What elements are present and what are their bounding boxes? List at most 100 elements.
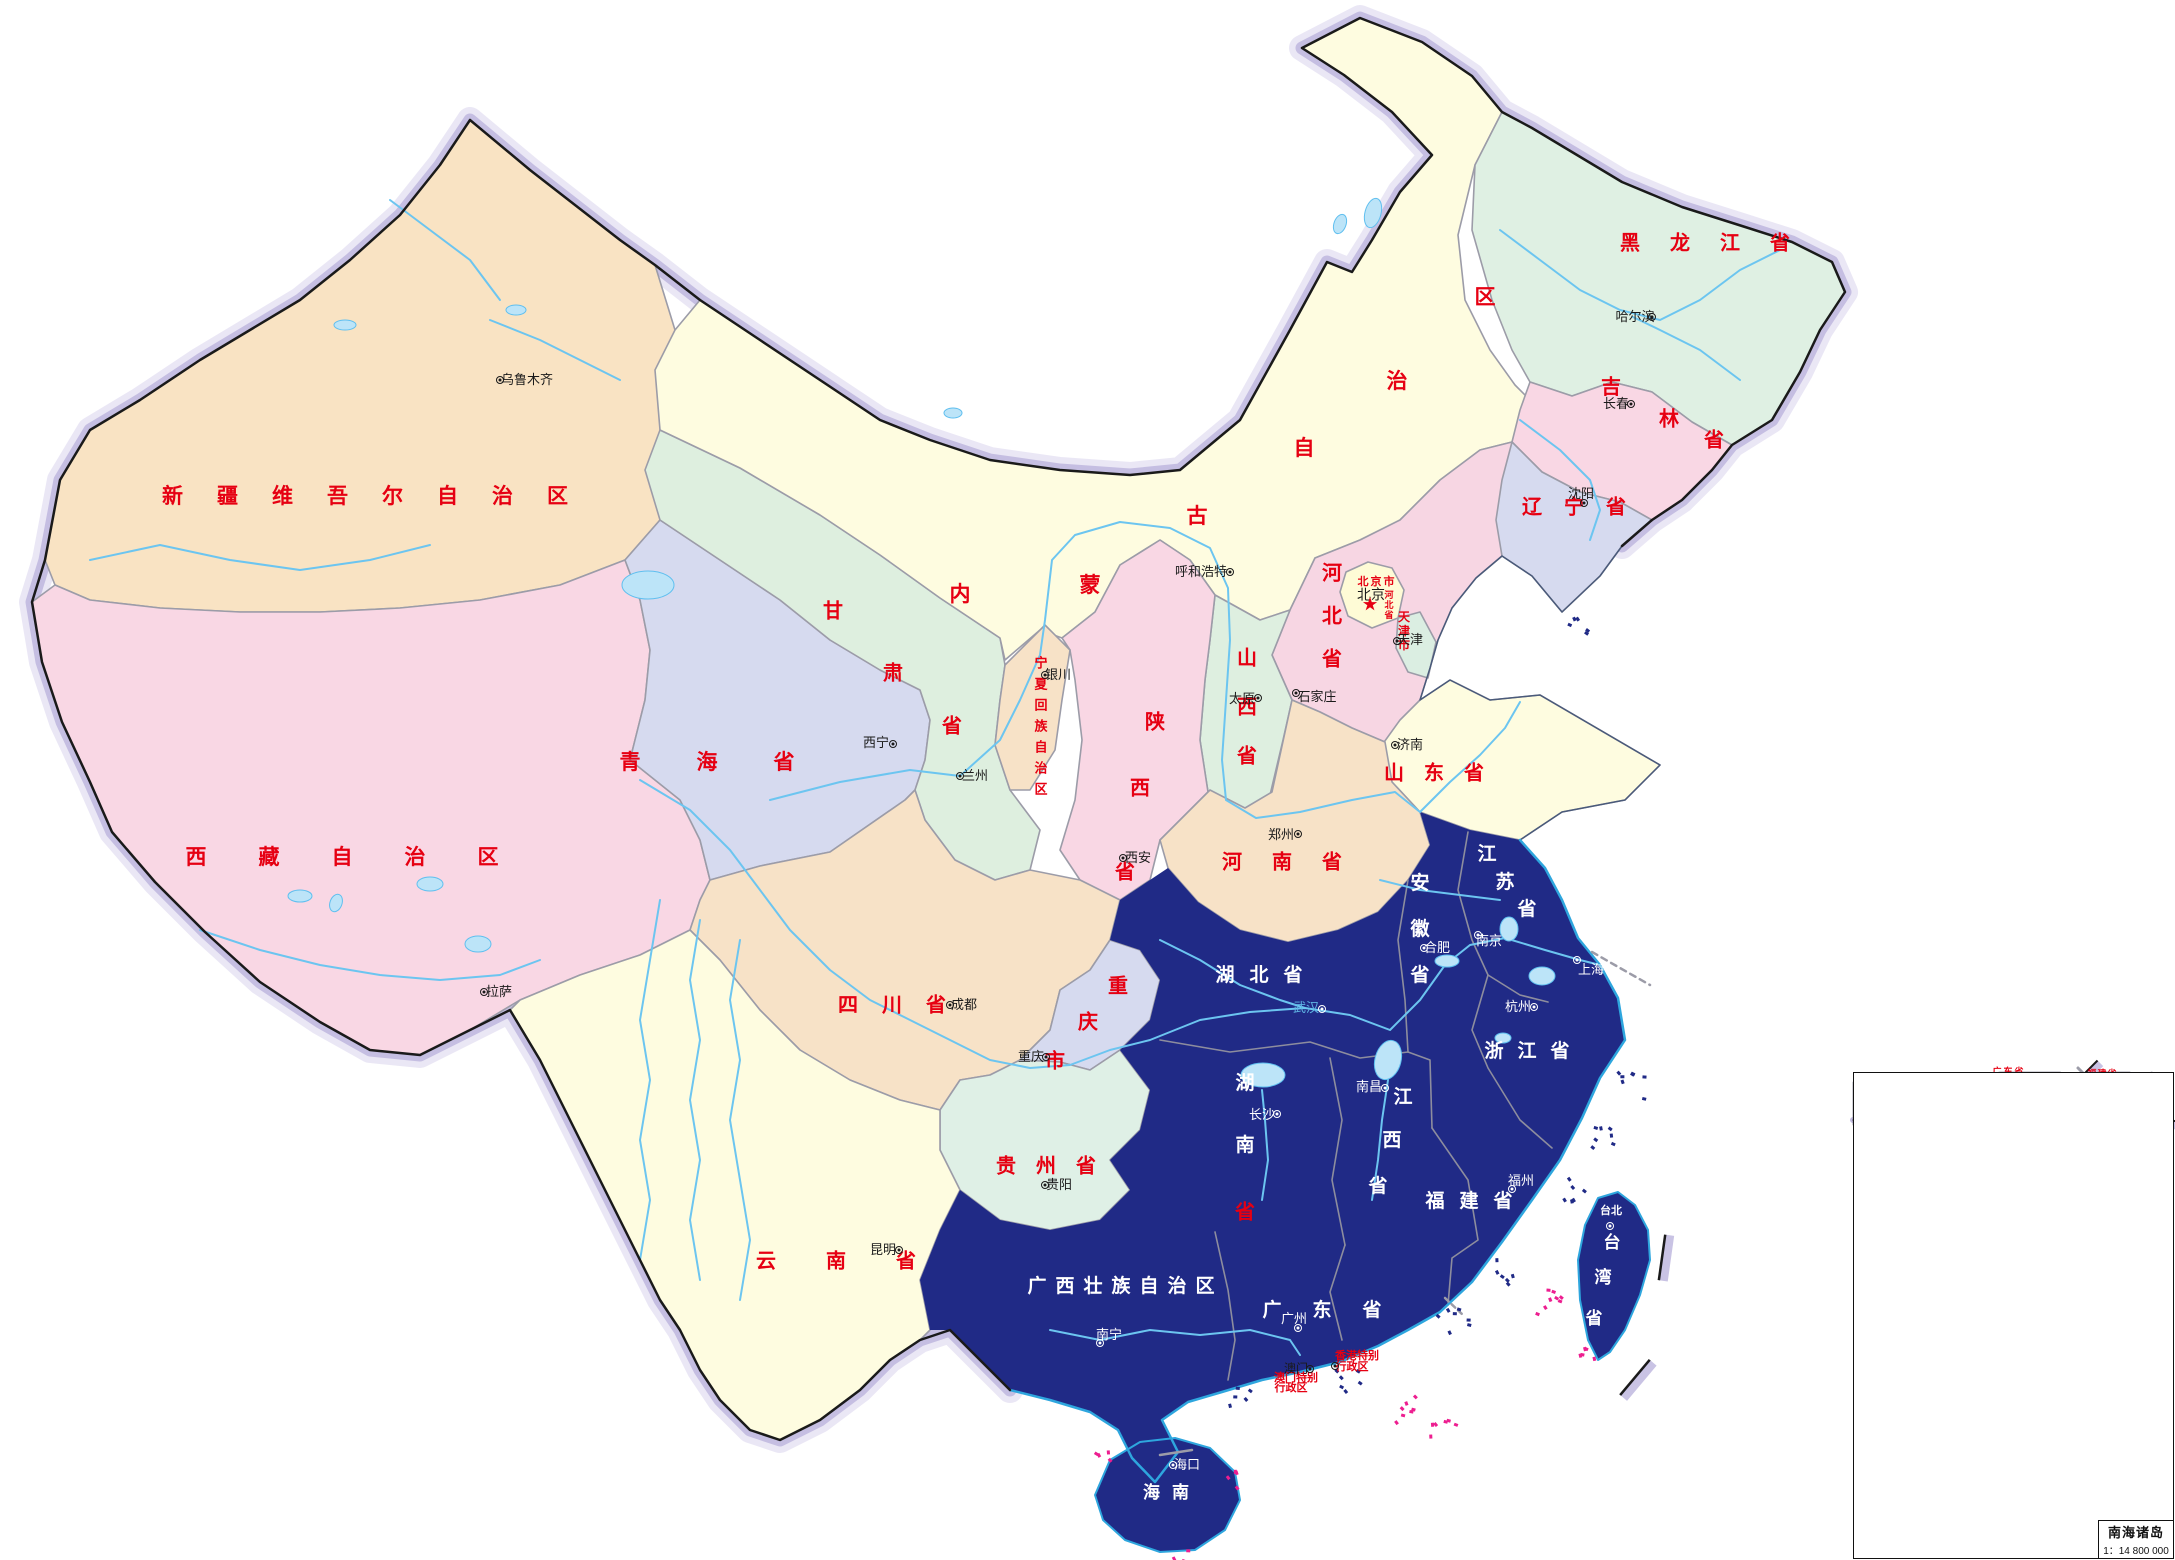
island-dot: [1243, 1396, 1249, 1402]
island-dot: [1593, 1137, 1599, 1143]
island-dot: [1495, 1258, 1499, 1263]
lake: [1434, 954, 1460, 968]
island-dot: [1107, 1457, 1113, 1463]
label-chongqing: 庆: [1078, 1011, 1098, 1034]
lake: [464, 935, 492, 953]
island-dot: [1546, 1288, 1551, 1292]
island-dot: [1593, 1125, 1599, 1130]
label-taiwan: 湾: [1594, 1268, 1612, 1288]
city-marker: [1273, 1110, 1281, 1118]
label-inner-mongolia: 自: [1293, 436, 1315, 460]
city-marker: [1393, 637, 1401, 645]
label-xinjiang: 新疆维吾尔自治区: [162, 484, 602, 508]
city-marker: [946, 1001, 954, 1009]
label-hubei: 湖北省: [1215, 965, 1318, 987]
river: [1379, 879, 1501, 901]
island-dot: [1570, 1199, 1574, 1204]
island-dot: [1435, 1313, 1441, 1319]
island-dot: [1339, 1384, 1345, 1390]
city-label-长沙: 长沙: [1248, 1107, 1276, 1123]
city-marker: [1041, 671, 1049, 679]
river: [639, 779, 1601, 1069]
city-marker: [1530, 1003, 1538, 1011]
city-marker: [1306, 1365, 1314, 1373]
city-label-乌鲁木齐: 乌鲁木齐: [500, 372, 554, 388]
city-label-兰州: 兰州: [961, 768, 989, 784]
label-inner-mongolia: 治: [1386, 369, 1408, 393]
label-hunan: 湖: [1235, 1073, 1255, 1095]
city-marker: [1041, 1181, 1049, 1189]
island-dot: [1399, 1406, 1405, 1412]
lake: [329, 893, 343, 913]
island-dot: [1557, 1299, 1563, 1304]
city-label-昆明: 昆明: [869, 1242, 897, 1258]
city-label-重庆: 重庆: [1017, 1049, 1045, 1065]
river: [689, 919, 701, 1281]
city-marker: [1169, 1461, 1177, 1469]
island-dot: [1570, 1185, 1576, 1191]
label-hainan: 海南: [1143, 1483, 1201, 1503]
island-dot: [1548, 1297, 1553, 1303]
province-taiwan: [1577, 1191, 1651, 1361]
city-marker: [1119, 854, 1127, 862]
island-dot: [1581, 1188, 1587, 1194]
label-hongkong: 行政区: [1335, 1361, 1369, 1374]
island-dot: [1400, 1413, 1406, 1418]
river: [1632, 316, 1741, 381]
island-dot: [1355, 1368, 1361, 1374]
city-marker: [1226, 568, 1234, 576]
label-jilin: 吉: [1601, 376, 1621, 399]
city-label-海口: 海口: [1173, 1457, 1201, 1473]
city-marker: [1573, 956, 1581, 964]
label-taipei: 台北: [1600, 1205, 1622, 1218]
river: [729, 939, 751, 1301]
city-label-西宁: 西宁: [862, 735, 890, 751]
island-dot: [1394, 1420, 1399, 1426]
city-marker: [1391, 741, 1399, 749]
label-liaoning: 辽宁省: [1522, 496, 1648, 519]
label-gansu: 甘: [823, 600, 843, 623]
lake: [621, 570, 675, 600]
national-land-border: [30, 16, 1847, 1442]
island-dot: [1505, 1281, 1511, 1287]
label-inner-mongolia: 蒙: [1079, 573, 1101, 597]
river: [1519, 419, 1601, 541]
river: [1261, 1089, 1269, 1201]
boundary-gray-line: [1443, 1296, 1465, 1317]
island-dot: [1466, 1323, 1472, 1327]
lake: [416, 876, 444, 892]
island-dot: [1572, 616, 1577, 622]
city-label-西安: 西安: [1124, 850, 1152, 866]
label-beijing: 北京市: [1357, 576, 1397, 589]
city-marker: [1606, 1222, 1614, 1230]
city-label-杭州: 杭州: [1504, 999, 1532, 1015]
island-dot: [1504, 1277, 1510, 1283]
lake: [1332, 213, 1348, 235]
lake: [333, 319, 357, 331]
city-marker: [1331, 1362, 1339, 1370]
label-zhejiang: 浙江省: [1484, 1041, 1584, 1063]
label-guangdong: 广东省: [1262, 1300, 1413, 1322]
lake: [1528, 966, 1556, 986]
nine-dash-segment: [1657, 1234, 1675, 1282]
island-dot: [1430, 1422, 1435, 1427]
label-shandong: 山东省: [1384, 762, 1504, 785]
lake: [1499, 916, 1519, 942]
city-marker: [1042, 1053, 1050, 1061]
island-dot: [1228, 1403, 1232, 1409]
island-dot: [1642, 1075, 1647, 1079]
island-dot: [1585, 628, 1591, 633]
river: [489, 319, 621, 381]
inset-title: 南海诸岛: [2107, 1525, 2164, 1540]
label-jilin: 林: [1659, 408, 1679, 431]
island-dot: [1566, 1176, 1572, 1182]
city-marker: [895, 1246, 903, 1254]
island-dot: [1499, 1274, 1505, 1280]
label-hunan: 省: [1235, 1201, 1255, 1224]
city-label-武汉: 武汉: [1292, 1000, 1320, 1016]
city-marker: [1381, 1084, 1389, 1092]
label-hongkong: 香港特别: [1335, 1350, 1379, 1363]
island-dot: [1616, 1070, 1622, 1076]
